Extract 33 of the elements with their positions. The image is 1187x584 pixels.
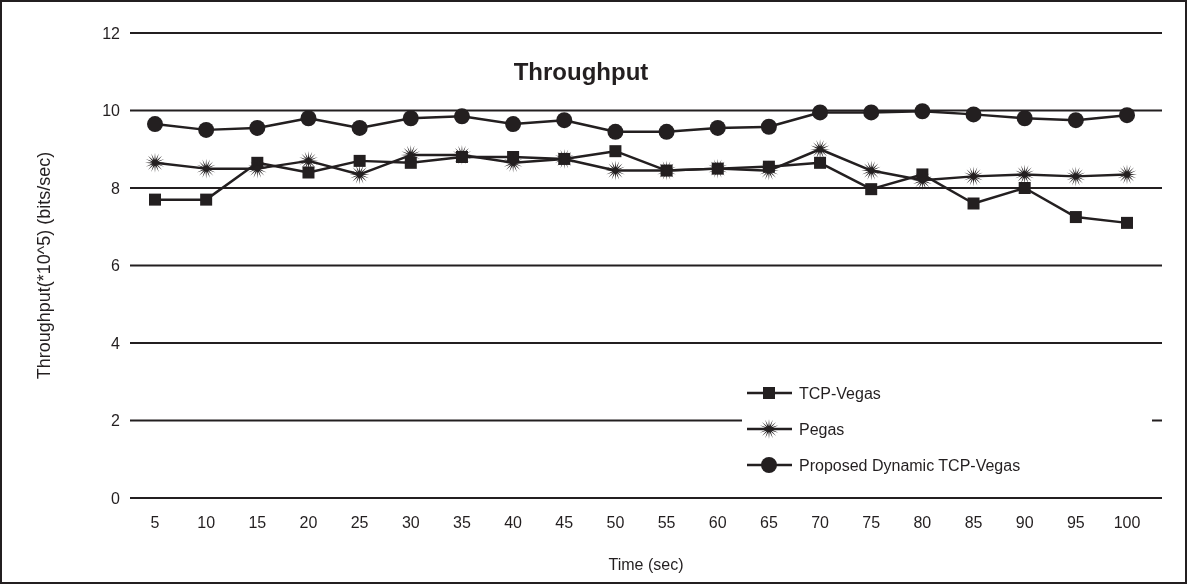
- x-tick-label: 30: [401, 514, 420, 531]
- x-tick-label: 70: [811, 514, 830, 531]
- y-tick-label: 0: [111, 489, 121, 507]
- legend-label: Proposed Dynamic TCP-Vegas: [799, 456, 1021, 474]
- x-tick-label: 85: [964, 514, 983, 531]
- legend-label: TCP-Vegas: [799, 384, 881, 402]
- x-tick-label: 40: [504, 514, 523, 531]
- x-tick-label: 35: [453, 514, 471, 531]
- y-tick-label: 8: [111, 179, 121, 197]
- x-tick-label: 5: [150, 514, 160, 531]
- x-tick-label: 95: [1066, 514, 1085, 531]
- x-tick-label: 100: [1113, 514, 1141, 531]
- x-tick-label: 55: [657, 514, 676, 531]
- x-tick-label: 80: [913, 514, 932, 531]
- x-tick-label: 60: [708, 514, 727, 531]
- x-tick-label: 20: [299, 514, 318, 531]
- x-tick-label: 90: [1015, 514, 1034, 531]
- y-tick-label: 6: [111, 257, 121, 275]
- x-axis-title: Time (sec): [608, 556, 684, 573]
- x-tick-label: 50: [606, 514, 625, 531]
- text: Throughput: [513, 58, 649, 85]
- x-tick-label: 15: [248, 514, 267, 531]
- y-tick-label: 2: [111, 412, 121, 430]
- x-tick-label: 45: [555, 514, 574, 531]
- x-tick-label: 10: [197, 514, 216, 531]
- y-tick-label: 4: [111, 334, 121, 352]
- y-tick-label: 12: [102, 24, 121, 42]
- y-axis-title: Throughput(*10^5) (bits/sec): [34, 151, 54, 380]
- legend-label: Pegas: [799, 420, 845, 438]
- y-tick-label: 10: [102, 102, 121, 120]
- x-tick-label: 65: [760, 514, 778, 531]
- x-tick-label: 25: [350, 514, 369, 531]
- x-tick-label: 75: [862, 514, 881, 531]
